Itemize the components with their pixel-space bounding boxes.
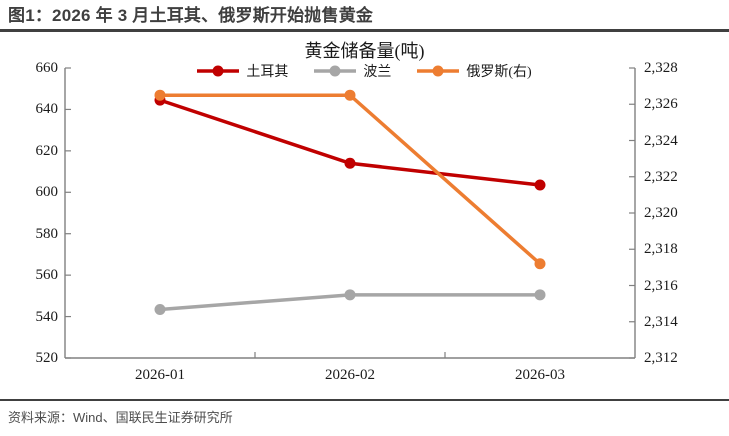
- y-axis-right-tick-label: 2,312: [644, 350, 678, 366]
- y-axis-right-tick-label: 2,316: [644, 277, 678, 294]
- y-axis-left-tick-label: 600: [35, 184, 59, 201]
- x-axis-category-label: 2026-03: [515, 367, 565, 383]
- legend-item: 俄罗斯(右): [417, 61, 532, 81]
- source-note: 资料来源：Wind、国联民生证券研究所: [8, 410, 233, 425]
- x-axis-category-label: 2026-02: [325, 367, 375, 383]
- y-axis-left-tick-label: 660: [35, 60, 59, 76]
- y-axis-right-tick-label: 2,324: [644, 132, 678, 149]
- y-axis-right-tick-label: 2,326: [644, 96, 678, 113]
- y-axis-left-tick-label: 580: [35, 225, 59, 242]
- y-axis-right-tick-label: 2,322: [644, 168, 678, 185]
- x-axis-category-label: 2026-01: [135, 367, 185, 383]
- legend-dot: [432, 65, 444, 77]
- y-axis-right-tick-label: 2,314: [644, 313, 678, 330]
- data-point-marker: [344, 289, 356, 301]
- y-axis-left-tick-label: 620: [35, 142, 59, 159]
- legend-label: 俄罗斯(右): [466, 65, 532, 80]
- y-axis-left-tick-label: 520: [35, 350, 59, 366]
- y-axis-left-tick-label: 560: [35, 267, 59, 284]
- data-point-marker: [534, 258, 546, 270]
- legend-label: 波兰: [363, 65, 392, 80]
- legend-line-marker-icon: [417, 65, 460, 77]
- data-point-marker: [344, 89, 356, 101]
- legend-line-marker-icon: [197, 65, 240, 77]
- legend-item: 波兰: [314, 61, 391, 81]
- data-point-marker: [154, 89, 166, 101]
- footer-rule: [0, 399, 729, 401]
- y-axis-right-tick-label: 2,320: [644, 205, 678, 221]
- data-point-marker: [154, 304, 166, 316]
- figure-title: 图1：2026 年 3 月土耳其、俄罗斯开始抛售黄金: [8, 6, 374, 25]
- chart-legend: 土耳其 波兰 俄罗斯(右): [0, 61, 729, 81]
- y-axis-left-tick-label: 540: [35, 308, 59, 325]
- chart-title: 黄金储备量(吨): [304, 41, 425, 61]
- series-line: [159, 98, 541, 187]
- data-point-marker: [344, 157, 356, 169]
- legend-dot: [329, 65, 341, 77]
- title-underline: [0, 29, 729, 32]
- legend-line-marker-icon: [314, 65, 357, 77]
- y-axis-left-tick-label: 640: [35, 101, 59, 118]
- legend-item: 土耳其: [197, 61, 288, 81]
- y-axis-right-tick-label: 2,318: [644, 241, 678, 258]
- legend-dot: [212, 65, 224, 77]
- legend-label: 土耳其: [246, 65, 289, 80]
- y-axis-right-tick-label: 2,328: [644, 60, 678, 76]
- data-point-marker: [534, 179, 546, 191]
- data-point-marker: [534, 289, 546, 301]
